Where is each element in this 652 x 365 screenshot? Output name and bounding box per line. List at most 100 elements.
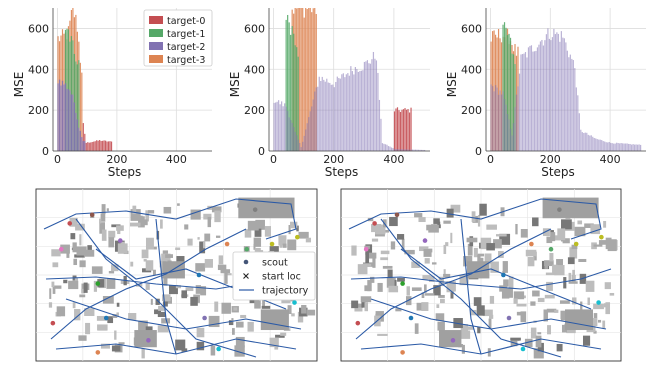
bar-target-0	[110, 141, 113, 151]
bar-target-2	[611, 143, 613, 151]
building	[533, 348, 544, 359]
building	[66, 252, 70, 258]
building	[535, 335, 542, 348]
building	[220, 269, 231, 274]
scout-marker	[146, 338, 151, 343]
x-tick-label: 0	[54, 153, 61, 166]
chart-panel-top-left: 0 200 400 0 200 400 600 Steps MSE	[12, 8, 212, 179]
building	[148, 210, 155, 214]
bar-target-2	[354, 67, 356, 151]
building	[516, 311, 522, 316]
building	[254, 228, 262, 237]
bar-target-2	[348, 75, 350, 151]
bar-target-2	[595, 138, 597, 151]
building	[515, 224, 518, 235]
building	[116, 302, 120, 307]
building	[214, 210, 221, 223]
x-axis-label: Steps	[325, 165, 359, 179]
building	[361, 301, 366, 308]
building	[585, 280, 595, 292]
building	[424, 258, 430, 264]
bar-target-2	[613, 143, 615, 151]
building	[196, 327, 205, 338]
building	[195, 285, 201, 294]
bar-target-2	[502, 91, 504, 151]
building	[501, 287, 510, 299]
building	[486, 224, 497, 230]
building	[162, 301, 168, 307]
scout-marker	[506, 315, 512, 321]
bar-target-0	[401, 109, 403, 151]
building	[255, 219, 265, 230]
building	[155, 298, 160, 305]
building	[360, 296, 372, 303]
building	[160, 219, 163, 229]
bar-target-3	[315, 13, 317, 151]
building	[145, 237, 154, 250]
building	[100, 343, 110, 349]
bar-target-2	[631, 144, 633, 151]
building	[597, 319, 602, 323]
bar-target-2	[416, 149, 418, 151]
building	[187, 238, 193, 246]
y-axis-label: MSE	[445, 72, 459, 98]
chart-panel-top-right: 0 200 400 0 200 400 600 Steps MSE	[445, 8, 646, 179]
bar-target-0	[82, 123, 84, 151]
bar-target-0	[408, 112, 411, 151]
bar-target-0	[99, 140, 101, 151]
bar-target-2	[293, 127, 295, 151]
building	[130, 209, 141, 221]
bar-target-2	[511, 135, 513, 151]
bar-target-2	[284, 103, 286, 151]
bar-target-2	[333, 87, 335, 151]
series-target-2	[57, 79, 86, 151]
building	[452, 281, 456, 292]
building	[227, 273, 232, 276]
scout-marker	[224, 241, 230, 247]
trajectory	[355, 228, 552, 340]
building	[351, 245, 357, 256]
y-tick-label: 400	[461, 63, 482, 76]
bar-target-2	[332, 84, 334, 151]
bar-target-2	[366, 60, 369, 151]
building	[111, 264, 119, 272]
y-axis-label: MSE	[12, 72, 26, 98]
bar-target-2	[360, 70, 362, 151]
building	[287, 239, 297, 251]
building	[235, 336, 245, 348]
building	[83, 282, 88, 293]
bar-target-2	[577, 95, 579, 151]
building	[79, 234, 82, 246]
building	[560, 313, 566, 321]
building	[367, 280, 372, 292]
building	[203, 213, 212, 220]
building	[247, 321, 254, 332]
bar-target-1	[70, 36, 73, 151]
building	[254, 300, 261, 309]
building	[150, 298, 153, 305]
bar-target-2	[592, 136, 594, 151]
scout-marker	[548, 246, 554, 252]
building	[435, 313, 445, 321]
building	[401, 238, 405, 251]
bar-target-2	[414, 149, 417, 151]
scout-marker	[450, 338, 456, 343]
y-tick-label: 600	[461, 22, 482, 35]
bar-target-1	[296, 47, 298, 151]
scout-marker	[58, 246, 64, 252]
bar-target-2	[323, 79, 325, 151]
x-tick-label: 200	[540, 153, 561, 166]
building	[75, 223, 85, 231]
bar-target-2	[315, 87, 317, 151]
building	[99, 218, 102, 224]
bar-target-2	[410, 149, 412, 151]
bar-target-2	[625, 143, 627, 151]
bar-target-0	[405, 109, 408, 151]
bar-target-0	[85, 142, 87, 151]
bar-target-2	[375, 60, 378, 151]
bar-target-2	[275, 102, 277, 151]
bar-target-3	[497, 28, 500, 152]
bar-target-2	[273, 102, 275, 151]
building	[377, 333, 388, 336]
building	[498, 251, 504, 258]
